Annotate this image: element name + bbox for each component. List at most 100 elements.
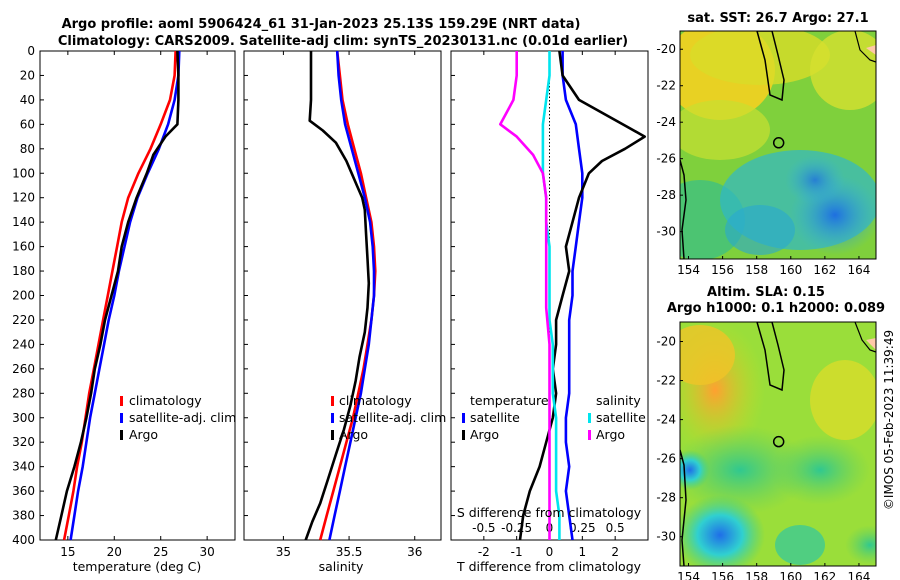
legend-swatch-satellite bbox=[331, 413, 334, 423]
lon-tick-label: 162 bbox=[813, 263, 836, 277]
series-satellite-adj-clim bbox=[69, 50, 181, 541]
salinity-panel: 35 35.5 36 salinity climatology satellite-… bbox=[243, 50, 446, 574]
lon-tick-label: 158 bbox=[745, 570, 768, 580]
depth-tick-label: 40 bbox=[20, 93, 35, 107]
salinity-frame bbox=[243, 50, 442, 541]
legend-swatch-t-satellite bbox=[462, 413, 465, 423]
lat-tick-label: -28 bbox=[656, 188, 676, 202]
depth-tick-label: 0 bbox=[27, 44, 35, 58]
lat-tick-label: -30 bbox=[656, 530, 676, 544]
depth-tick-label: 100 bbox=[12, 166, 35, 180]
sst-map: sat. SST: 26.7 Argo: 27.1 154 156 158 160 16… bbox=[656, 11, 877, 277]
legend-swatch-argo bbox=[120, 430, 123, 440]
depth-tick-label: 240 bbox=[12, 337, 35, 351]
lat-tick-label: -26 bbox=[656, 452, 676, 466]
series-salinity-argo bbox=[498, 51, 551, 540]
depth-tick-label: 320 bbox=[12, 435, 35, 449]
sla-coast-australia bbox=[680, 449, 687, 566]
legend-swatch-s-satellite bbox=[588, 413, 591, 423]
legend-label-t-argo: Argo bbox=[470, 427, 499, 442]
lon-tick-label: 156 bbox=[711, 570, 734, 580]
x-tick-label: 2 bbox=[611, 545, 619, 559]
legend-label-satellite: satellite-adj. clim bbox=[339, 410, 446, 425]
legend-swatch-climatology bbox=[120, 396, 123, 406]
sla-map-title: Altim. SLA: 0.15 bbox=[707, 285, 825, 300]
lon-tick-label: 158 bbox=[745, 263, 768, 277]
depth-tick-label: 300 bbox=[12, 411, 35, 425]
sst-map-frame bbox=[679, 30, 877, 260]
temperature-panel: 0 20 40 60 80 100 120 140 160 180 200 220 240 260 280 3… bbox=[12, 44, 236, 574]
x-tick-label: 35.5 bbox=[336, 545, 363, 559]
x-tick-label: 1 bbox=[579, 545, 587, 559]
legend-label-argo: Argo bbox=[129, 427, 158, 442]
depth-tick-label: 160 bbox=[12, 240, 35, 254]
title-line1: Argo profile: aoml 5906424_61 31-Jan-202… bbox=[62, 17, 581, 32]
x-tick-top-label: -0.25 bbox=[501, 521, 532, 535]
depth-tick-label: 120 bbox=[12, 191, 35, 205]
sla-map-subtitle: Argo h1000: 0.1 h2000: 0.089 bbox=[667, 301, 885, 316]
lon-tick-label: 160 bbox=[779, 570, 802, 580]
x-tick-label: 0 bbox=[546, 545, 554, 559]
sst-coast-new-caledonia bbox=[756, 31, 785, 102]
sst-land bbox=[866, 45, 876, 55]
lat-tick-label: -22 bbox=[656, 79, 676, 93]
lon-tick-label: 162 bbox=[813, 570, 836, 580]
temperature-xlabel: temperature (deg C) bbox=[73, 559, 202, 574]
legend-swatch-s-argo bbox=[588, 430, 591, 440]
lon-tick-label: 154 bbox=[677, 263, 700, 277]
depth-tick-label: 60 bbox=[20, 117, 35, 131]
x-tick-label: 15 bbox=[60, 545, 75, 559]
temperature-frame bbox=[39, 50, 236, 541]
lat-tick-label: -24 bbox=[656, 413, 676, 427]
series-argo bbox=[54, 50, 180, 541]
x-tick-label: 36 bbox=[407, 545, 422, 559]
difference-legend: temperature satellite Argo salinity sate… bbox=[462, 393, 646, 442]
sla-coast-islands bbox=[854, 322, 876, 353]
sst-argo-marker bbox=[772, 137, 785, 149]
sla-land bbox=[866, 338, 876, 350]
legend-label-satellite: satellite-adj. clim bbox=[129, 410, 236, 425]
depth-tick-label: 340 bbox=[12, 460, 35, 474]
series-climatology bbox=[62, 50, 177, 541]
lon-tick-label: 164 bbox=[848, 263, 871, 277]
series-temperature-satellite bbox=[561, 51, 584, 541]
lat-tick-label: -28 bbox=[656, 491, 676, 505]
legend-heading-temperature: temperature bbox=[470, 393, 549, 408]
legend-heading-salinity: salinity bbox=[596, 393, 641, 408]
sla-map: Altim. SLA: 0.15 Argo h1000: 0.1 h2000: … bbox=[656, 285, 885, 580]
series-argo bbox=[304, 51, 371, 541]
depth-tick-label: 280 bbox=[12, 386, 35, 400]
legend-label-t-satellite: satellite bbox=[470, 410, 520, 425]
copyright: ©IMOS 05-Feb-2023 11:39:49 bbox=[882, 330, 896, 510]
depth-tick-label: 380 bbox=[12, 509, 35, 523]
depth-tick-label: 260 bbox=[12, 362, 35, 376]
sla-coast-new-caledonia bbox=[756, 322, 785, 392]
legend-label-climatology: climatology bbox=[129, 393, 202, 408]
legend-swatch-satellite bbox=[120, 413, 123, 423]
lon-tick-label: 154 bbox=[677, 570, 700, 580]
legend-label-argo: Argo bbox=[339, 427, 368, 442]
legend-swatch-climatology bbox=[331, 396, 334, 406]
depth-tick-label: 180 bbox=[12, 264, 35, 278]
legend-swatch-t-argo bbox=[462, 430, 465, 440]
depth-tick-label: 80 bbox=[20, 142, 35, 156]
legend-label-s-argo: Argo bbox=[596, 427, 625, 442]
lat-tick-label: -22 bbox=[656, 374, 676, 388]
lat-tick-label: -20 bbox=[656, 335, 676, 349]
sst-map-title: sat. SST: 26.7 Argo: 27.1 bbox=[687, 11, 868, 26]
legend-swatch-argo bbox=[331, 430, 334, 440]
x-tick-label: 25 bbox=[153, 545, 168, 559]
sst-coast-islands bbox=[854, 31, 876, 63]
series-satellite-adj-clim bbox=[328, 50, 376, 541]
lat-tick-label: -20 bbox=[656, 42, 676, 56]
salinity-legend: climatology satellite-adj. clim Argo bbox=[331, 393, 446, 442]
depth-tick-label: 20 bbox=[20, 68, 35, 82]
difference-xlabel-top: S difference from climatology bbox=[457, 505, 642, 520]
x-tick-label: -2 bbox=[478, 545, 490, 559]
depth-tick-label: 200 bbox=[12, 289, 35, 303]
sla-argo-marker bbox=[772, 435, 785, 448]
sla-map-frame bbox=[679, 321, 877, 567]
depth-tick-label: 140 bbox=[12, 215, 35, 229]
series-temperature-argo bbox=[518, 50, 647, 541]
